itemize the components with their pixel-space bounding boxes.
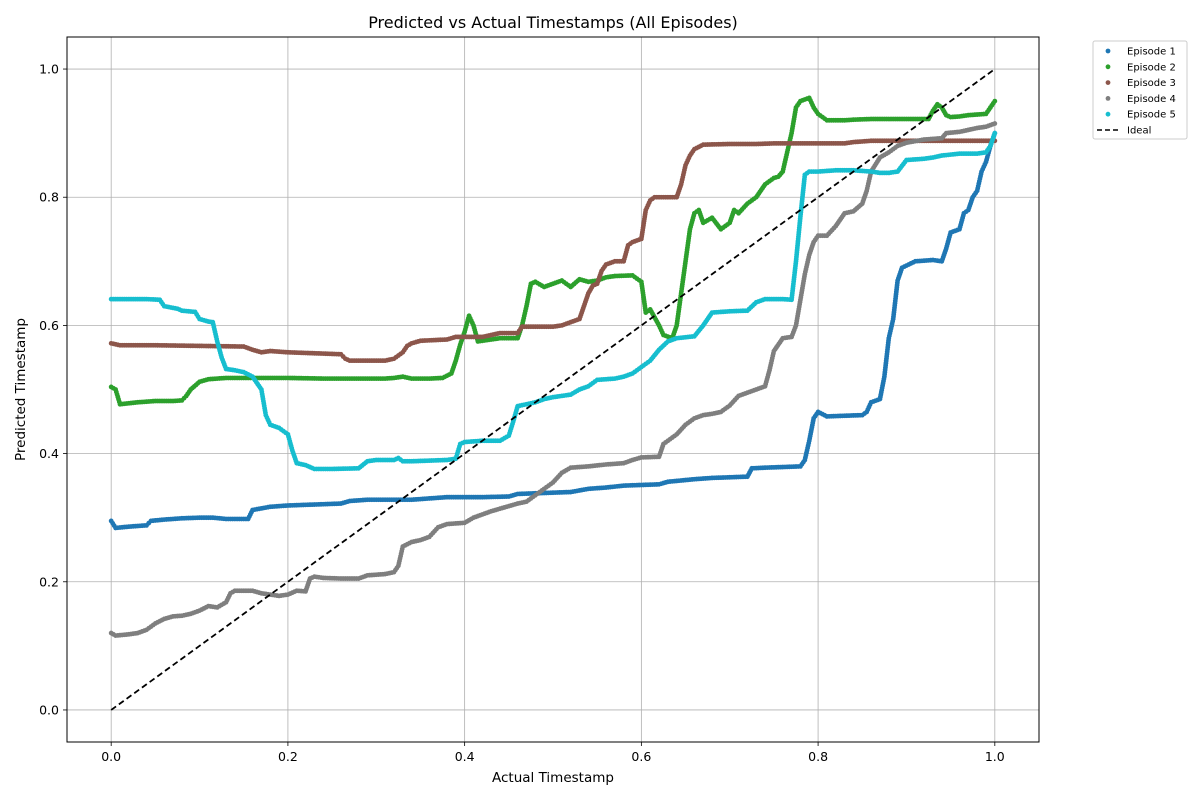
x-tick-label: 0.4 bbox=[455, 749, 475, 764]
x-tick-label: 1.0 bbox=[985, 749, 1005, 764]
legend-label: Episode 3 bbox=[1127, 78, 1176, 89]
chart-title: Predicted vs Actual Timestamps (All Epis… bbox=[368, 13, 738, 32]
legend-swatch-episode-3 bbox=[1105, 80, 1111, 85]
legend-swatch-episode-1 bbox=[1105, 48, 1111, 54]
legend-label: Episode 5 bbox=[1127, 110, 1176, 121]
legend-label: Episode 4 bbox=[1127, 94, 1176, 105]
legend-swatch-episode-5 bbox=[1105, 111, 1111, 117]
x-axis-title: Actual Timestamp bbox=[492, 770, 614, 786]
series-episode-4 bbox=[108, 121, 998, 639]
x-tick-label: 0.2 bbox=[278, 749, 298, 764]
series-episode-2 bbox=[108, 95, 998, 407]
data-point bbox=[992, 98, 998, 104]
data-point bbox=[992, 130, 998, 136]
series-layer bbox=[108, 95, 998, 639]
y-tick-label: 0.4 bbox=[39, 446, 59, 461]
ideal-line bbox=[110, 68, 996, 711]
legend-swatch-episode-4 bbox=[1105, 96, 1111, 101]
y-tick-label: 0.2 bbox=[39, 574, 59, 589]
y-axis-title: Predicted Timestamp bbox=[13, 318, 29, 461]
y-tick-label: 0.8 bbox=[39, 190, 59, 205]
y-tick-label: 1.0 bbox=[39, 62, 59, 77]
legend: Episode 1 Episode 2 Episode 3 Episode 4 Epis… bbox=[1092, 40, 1188, 140]
legend-swatch-episode-2 bbox=[1105, 64, 1111, 70]
data-point bbox=[992, 121, 998, 126]
plot-frame bbox=[66, 36, 1040, 743]
x-tick-label: 0.0 bbox=[101, 749, 121, 764]
series-episode-5 bbox=[108, 130, 998, 472]
legend-label: Episode 2 bbox=[1127, 62, 1176, 73]
y-tick-label: 0.0 bbox=[39, 702, 59, 717]
y-tick-label: 0.6 bbox=[39, 318, 59, 333]
legend-box bbox=[1092, 40, 1188, 140]
x-tick-label: 0.6 bbox=[631, 749, 651, 764]
x-tick-label: 0.8 bbox=[808, 749, 828, 764]
ideal-line-layer bbox=[110, 68, 996, 711]
legend-label: Ideal bbox=[1127, 126, 1151, 137]
axis-ticks: 0.0 0.2 0.4 0.6 0.8 1.0 0.0 0.2 0.4 0.6 0.8 1.0 bbox=[39, 62, 1005, 764]
series-episode-1 bbox=[108, 130, 998, 531]
legend-label: Episode 1 bbox=[1127, 47, 1176, 58]
